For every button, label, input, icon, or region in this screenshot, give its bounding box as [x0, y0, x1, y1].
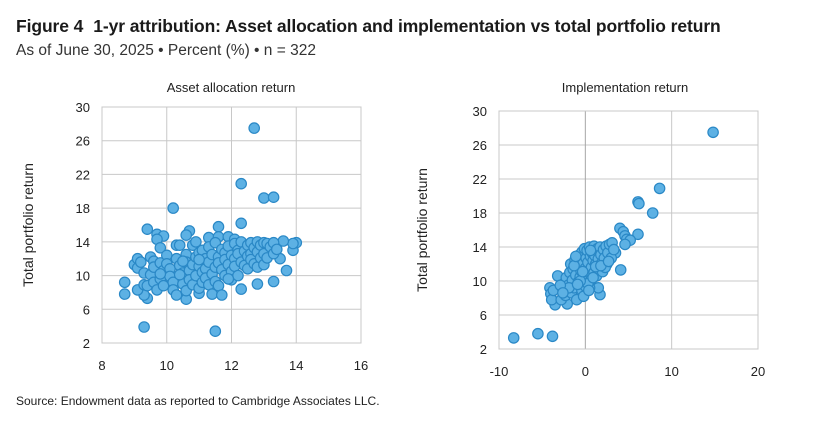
data-point	[173, 268, 186, 281]
y-tick-label: 14	[473, 240, 487, 255]
figure-subtitle: As of June 30, 2025 • Percent (%) • n = …	[16, 42, 316, 59]
data-points	[118, 122, 303, 337]
data-point	[582, 284, 595, 297]
data-point	[232, 269, 244, 282]
data-point	[173, 239, 186, 251]
data-point	[177, 255, 189, 267]
figure-label: Figure 4	[16, 16, 84, 36]
data-point	[235, 177, 247, 190]
data-point	[614, 264, 627, 276]
data-point	[546, 330, 559, 343]
x-tick-label: 16	[354, 358, 368, 373]
source-note: Source: Endowment data as reported to Ca…	[16, 394, 380, 408]
implementation-chart: Implementation return Total portfolio re…	[414, 80, 765, 379]
y-tick-label: 26	[473, 138, 487, 153]
y-tick-label: 26	[76, 134, 90, 149]
data-point	[632, 228, 644, 241]
data-point	[619, 238, 631, 251]
y-axis-label: Total portfolio return	[20, 163, 36, 287]
data-point	[180, 229, 192, 241]
data-point	[707, 126, 719, 139]
data-point	[571, 278, 584, 291]
data-point	[154, 242, 167, 254]
data-point	[646, 207, 659, 219]
data-point	[154, 268, 167, 280]
data-point	[532, 327, 544, 340]
y-tick-label: 22	[76, 167, 90, 182]
data-point	[545, 293, 558, 306]
gridlines	[101, 106, 362, 344]
data-point	[138, 321, 150, 333]
data-point	[212, 220, 225, 233]
y-tick-label: 6	[480, 308, 487, 323]
x-tick-label: 8	[98, 358, 105, 373]
x-tick-label: 14	[289, 358, 303, 373]
data-point	[557, 287, 569, 299]
data-point	[587, 271, 599, 284]
plot-area-border	[101, 106, 362, 344]
x-tick-label: 10	[664, 364, 678, 379]
y-tick-label: 2	[83, 336, 90, 351]
y-tick-label: 2	[480, 342, 487, 357]
data-point	[118, 276, 131, 289]
data-points	[507, 126, 719, 344]
data-point	[258, 192, 270, 204]
data-point	[190, 236, 202, 248]
data-point	[270, 243, 283, 256]
data-point	[607, 243, 620, 256]
data-point	[653, 182, 666, 195]
gridlines	[498, 110, 759, 350]
x-tick-label: 10	[160, 358, 174, 373]
data-point	[267, 191, 280, 203]
data-point	[267, 275, 280, 288]
data-point	[235, 283, 247, 295]
data-point	[584, 244, 597, 257]
data-point	[170, 289, 183, 301]
data-point	[193, 253, 205, 266]
y-tick-label: 30	[473, 104, 487, 119]
data-point	[602, 255, 615, 268]
data-point	[248, 122, 260, 134]
data-point	[135, 256, 147, 268]
y-tick-label: 14	[76, 235, 90, 250]
y-tick-label: 6	[83, 302, 90, 317]
x-tick-labels: -10 0 10 20	[490, 364, 766, 379]
figure-title-text: 1-yr attribution: Asset allocation and i…	[93, 16, 721, 36]
data-point	[507, 332, 520, 344]
data-point	[157, 279, 170, 292]
figure-title: Figure 4 1-yr attribution: Asset allocati…	[16, 16, 721, 37]
x-tick-label: 12	[224, 358, 238, 373]
data-point	[167, 202, 179, 214]
data-point	[235, 217, 247, 230]
data-point	[576, 265, 589, 278]
x-tick-labels: 8 10 12 14 16	[98, 358, 368, 373]
data-point	[251, 278, 264, 290]
y-tick-label: 22	[473, 172, 487, 187]
x-tick-label: -10	[490, 364, 509, 379]
asset-allocation-chart: Asset allocation return Total portfolio …	[20, 80, 368, 373]
y-axis-label: Total portfolio return	[414, 168, 430, 292]
plot-area-border	[498, 110, 759, 350]
chart-title: Implementation return	[562, 80, 688, 95]
x-tick-label: 0	[582, 364, 589, 379]
chart-title: Asset allocation return	[167, 80, 296, 95]
data-point	[569, 250, 582, 263]
y-tick-label: 10	[76, 269, 90, 284]
data-point	[633, 197, 645, 210]
y-tick-label: 30	[76, 100, 90, 115]
x-tick-label: 20	[751, 364, 765, 379]
data-point	[287, 237, 299, 250]
data-point	[141, 223, 154, 235]
data-point	[209, 325, 222, 337]
y-tick-label: 18	[76, 201, 90, 216]
data-point	[280, 264, 293, 277]
data-point	[216, 289, 228, 301]
y-tick-label: 10	[473, 274, 487, 289]
data-point	[222, 273, 235, 285]
data-point	[118, 288, 131, 300]
y-tick-label: 18	[473, 206, 487, 221]
